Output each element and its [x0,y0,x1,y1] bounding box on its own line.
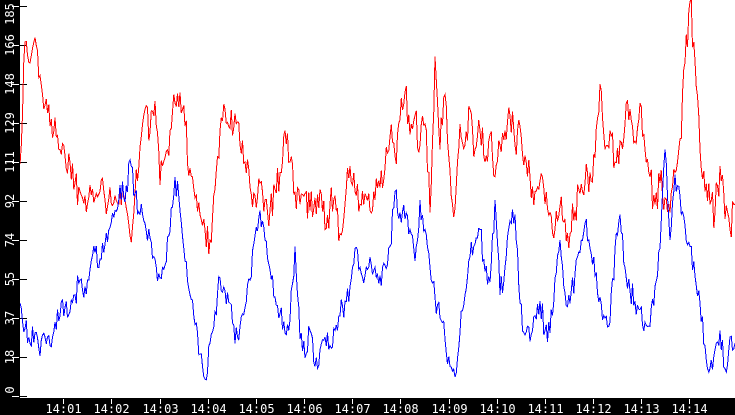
x-axis-labels: 14:01 14:02 14:03 14:04 14:05 14:06 14:07 14:08… [45,402,707,415]
x-tick-label: 14:07 [334,402,370,415]
x-tick-label: 14:01 [45,402,81,415]
x-tick-label: 14:06 [286,402,322,415]
x-tick-label: 14:11 [527,402,563,415]
x-tick-label: 14:12 [575,402,611,415]
y-tick-label: 166 [3,34,17,56]
y-tick-label: 74 [3,233,17,247]
x-tick-label: 14:10 [479,402,515,415]
y-axis-labels: 0 18 37 55 74 92 111 129 148 166 185 [3,3,17,393]
series-red-line [20,0,735,255]
series-blue-line [20,149,735,381]
x-tick-label: 14:13 [623,402,659,415]
y-tick-label: 0 [3,386,17,393]
y-tick-label: 92 [3,194,17,208]
x-tick-label: 14:09 [431,402,467,415]
y-tick-label: 148 [3,73,17,95]
y-axis-strip [0,0,20,415]
y-tick-label: 37 [3,311,17,325]
x-axis-strip [0,398,735,415]
x-axis-ticks [63,399,690,404]
y-tick-label: 185 [3,3,17,25]
x-tick-label: 14:03 [142,402,178,415]
y-tick-label: 18 [3,350,17,364]
x-tick-label: 14:04 [190,402,226,415]
x-tick-label: 14:02 [93,402,129,415]
series-lines [20,0,735,381]
y-tick-label: 55 [3,272,17,286]
x-tick-label: 14:05 [238,402,274,415]
y-tick-label: 129 [3,112,17,134]
x-tick-label: 14:08 [382,402,418,415]
y-tick-label: 111 [3,151,17,173]
y-axis-ticks [12,6,27,397]
x-tick-label: 14:14 [671,402,707,415]
